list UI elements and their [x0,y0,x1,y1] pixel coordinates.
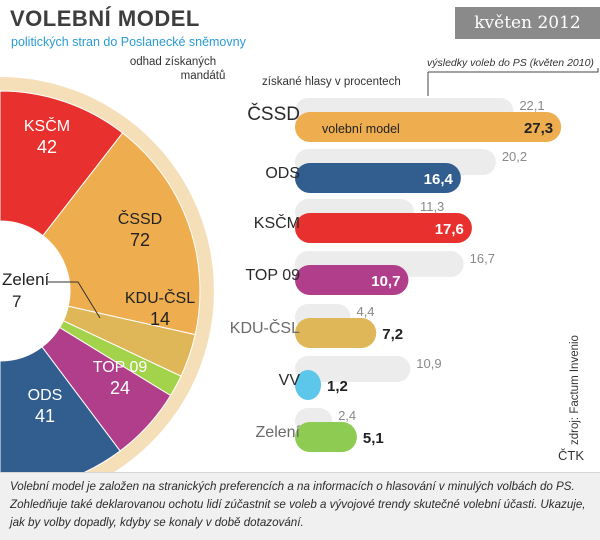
bar-previous-value-top-09: 16,7 [470,251,495,266]
votes-header: získané hlasy v procentech [262,76,401,88]
bar-model-value-cssd: 27,3 [524,120,553,137]
bar-previous-value-kscm: 11,3 [420,199,444,214]
bar-previous-vv [295,356,411,382]
bar-category-ods: ODS [265,165,300,182]
seat-donut-chart: KSČM 42 ČSSD 72 KDU-ČSL 14 Zelení 7 TOP 09 24 ODS 4… [0,77,214,472]
donut-value-top-09: 24 [110,378,130,398]
bar-category-vv: VV [279,372,301,389]
bar-model-value-kscm: 17,6 [435,221,464,238]
donut-value-kscm: 42 [37,137,57,157]
donut-label-kscm: KSČM [24,116,70,135]
bar-category-top-09: TOP 09 [245,267,300,284]
bar-model-kscm [295,213,472,243]
date-badge: květen 2012 [455,7,600,39]
bar-model-zeleni [295,422,357,452]
previous-header: výsledky voleb do PS (květen 2010) [427,57,594,69]
bar-model-vv [295,370,322,400]
bar-previous-value-ods: 20,2 [502,149,527,164]
bar-previous-value-cssd: 22,1 [519,98,544,113]
bar-model-kdu-csl [295,318,377,348]
donut-slice-ods [0,346,121,472]
chart-subtitle: politických stran do Poslanecké sněmovny [11,35,246,49]
bar-previous-value-kdu-csl: 4,4 [356,304,374,319]
donut-label-zeleni: Zelení [2,270,50,289]
donut-value-kdu-csl: 14 [150,309,170,329]
donut-value-ods: 41 [35,406,55,426]
source-note: zdroj: Factum Invenio [569,335,581,445]
bar-series-label-model: volební model [322,122,400,136]
seats-header: odhad získaných mandátů [108,55,238,83]
donut-label-cssd: ČSSD [118,209,162,228]
bar-model-value-top-09: 10,7 [371,273,400,290]
bar-category-kscm: KSČM [254,213,300,232]
agency-credit: ČTK [558,448,584,463]
bar-model-value-zeleni: 5,1 [363,430,384,447]
vote-bar-chart: 22,1 27,3 ČSSD 20,2 16,4 ODS 11,3 17,6 KSČM 16,7 1… [230,98,562,452]
donut-slice-cssd [42,132,201,336]
donut-slice-kscm [0,90,124,237]
bar-model-value-ods: 16,4 [424,171,454,188]
donut-value-zeleni: 7 [12,292,21,311]
bar-model-value-kdu-csl: 7,2 [382,326,403,343]
donut-value-cssd: 72 [130,230,150,250]
bar-model-value-vv: 1,2 [327,378,348,395]
bar-category-zeleni: Zelení [256,424,301,441]
donut-label-ods: ODS [28,387,63,404]
bar-model-ods [295,163,461,193]
bar-previous-value-zeleni: 2,4 [338,408,356,423]
seats-header-line1: odhad získaných [129,56,217,68]
bar-model-cssd [295,112,562,142]
seats-header-line2: mandátů [180,70,226,82]
previous-header-connector [427,68,599,96]
donut-label-top-09: TOP 09 [93,359,148,376]
chart-title: VOLEBNÍ MODEL [10,6,200,31]
bar-category-cssd: ČSSD [247,103,300,125]
donut-label-kdu-csl: KDU-ČSL [125,288,195,307]
bar-previous-value-vv: 10,9 [416,356,441,371]
chart-canvas: KSČM 42 ČSSD 72 KDU-ČSL 14 Zelení 7 TOP 09 24 ODS 4… [0,68,599,472]
footer-note: Volební model je založen na stranických … [0,472,600,540]
bar-category-kdu-csl: KDU-ČSL [230,318,300,337]
zeleni-connector [48,281,101,319]
bar-model-top-09 [295,265,409,295]
footer-text: Volební model je založen na stranických … [10,480,586,529]
